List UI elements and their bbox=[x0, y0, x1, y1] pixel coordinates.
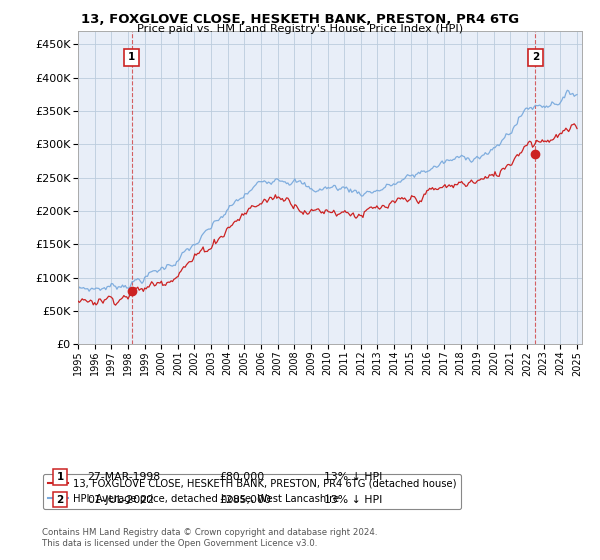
Text: 2: 2 bbox=[56, 494, 64, 505]
Text: Price paid vs. HM Land Registry's House Price Index (HPI): Price paid vs. HM Land Registry's House … bbox=[137, 24, 463, 34]
Text: 1: 1 bbox=[56, 472, 64, 482]
Text: 13% ↓ HPI: 13% ↓ HPI bbox=[324, 472, 382, 482]
Text: Contains HM Land Registry data © Crown copyright and database right 2024.
This d: Contains HM Land Registry data © Crown c… bbox=[42, 528, 377, 548]
Text: 27-MAR-1998: 27-MAR-1998 bbox=[87, 472, 160, 482]
Text: 2: 2 bbox=[532, 53, 539, 63]
Text: 01-JUL-2022: 01-JUL-2022 bbox=[87, 494, 154, 505]
Text: 13% ↓ HPI: 13% ↓ HPI bbox=[324, 494, 382, 505]
Text: 13, FOXGLOVE CLOSE, HESKETH BANK, PRESTON, PR4 6TG: 13, FOXGLOVE CLOSE, HESKETH BANK, PRESTO… bbox=[81, 13, 519, 26]
Text: 1: 1 bbox=[128, 53, 136, 63]
Legend: 13, FOXGLOVE CLOSE, HESKETH BANK, PRESTON, PR4 6TG (detached house), HPI: Averag: 13, FOXGLOVE CLOSE, HESKETH BANK, PRESTO… bbox=[43, 474, 461, 508]
Text: £285,000: £285,000 bbox=[219, 494, 271, 505]
Text: £80,000: £80,000 bbox=[219, 472, 264, 482]
